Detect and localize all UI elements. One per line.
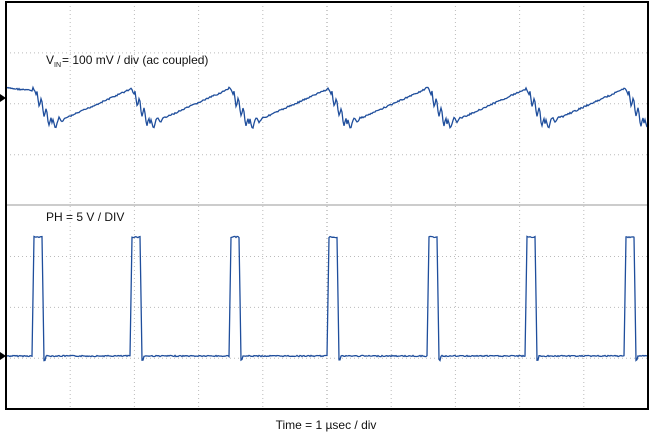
vin-marker (0, 94, 6, 102)
vin-text: = 100 mV / div (ac coupled) (62, 53, 208, 67)
ph-marker (0, 352, 6, 360)
ph-label: PH = 5 V / DIV (46, 210, 124, 224)
plot-frame (5, 1, 649, 410)
ph-trace (6, 235, 648, 362)
vin-trace (6, 85, 648, 129)
vin-subscript: IN (54, 62, 61, 69)
footer-label: Time = 1 µsec / div (276, 418, 377, 432)
vin-label: VIN= 100 mV / div (ac coupled) (46, 53, 208, 69)
vin-symbol: V (46, 53, 54, 67)
